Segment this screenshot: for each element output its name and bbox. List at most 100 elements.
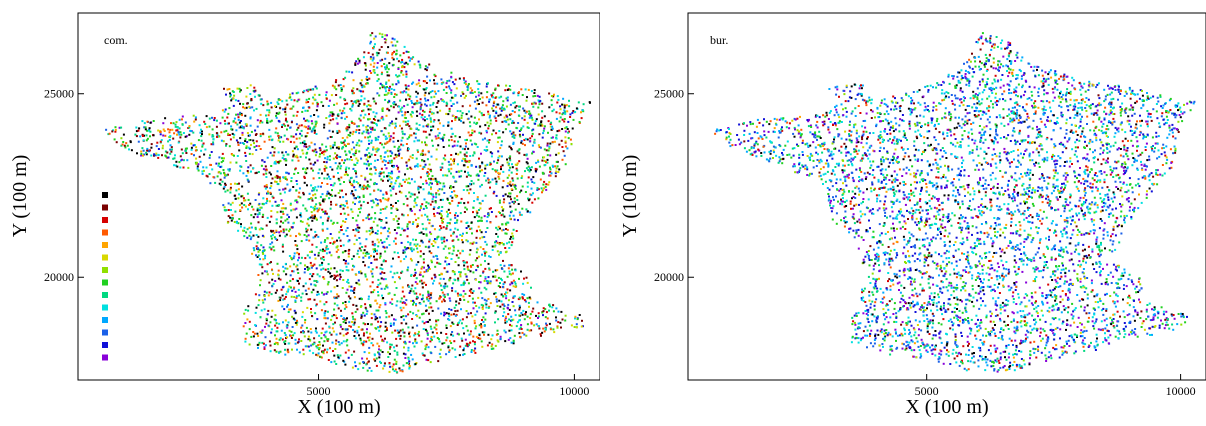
data-point	[396, 271, 399, 274]
data-point	[363, 102, 366, 105]
data-point	[357, 279, 360, 282]
data-point	[417, 333, 420, 336]
data-point	[468, 295, 471, 297]
data-point	[481, 345, 484, 348]
data-point	[225, 129, 228, 132]
data-point	[212, 141, 215, 144]
data-point	[428, 245, 431, 248]
data-point	[271, 285, 274, 288]
data-point	[384, 164, 387, 166]
data-point	[366, 124, 369, 127]
data-point	[491, 152, 494, 155]
data-point	[419, 176, 422, 179]
data-point	[437, 246, 440, 249]
data-point	[273, 249, 276, 252]
data-point	[284, 119, 287, 122]
data-point	[390, 265, 393, 268]
data-point	[389, 343, 392, 346]
data-point	[313, 125, 316, 128]
data-point	[402, 315, 405, 317]
data-point	[435, 137, 438, 140]
data-point	[407, 241, 410, 244]
data-point	[479, 281, 482, 284]
data-point	[372, 111, 375, 114]
data-point	[346, 158, 349, 161]
data-point	[239, 89, 242, 92]
data-point	[415, 314, 418, 316]
data-point	[229, 203, 232, 206]
data-point	[430, 336, 433, 338]
data-point	[331, 168, 334, 171]
data-point	[413, 193, 416, 196]
data-point	[344, 260, 347, 263]
data-point	[384, 34, 387, 37]
data-point	[399, 109, 402, 112]
data-point	[314, 284, 317, 287]
data-point	[425, 87, 428, 89]
data-point	[416, 282, 419, 285]
data-point	[467, 83, 470, 85]
data-point	[512, 318, 515, 321]
data-point	[501, 104, 504, 107]
data-point	[420, 152, 423, 155]
data-point	[296, 251, 299, 254]
data-point	[373, 189, 376, 192]
data-point	[402, 52, 405, 55]
data-point	[265, 186, 268, 189]
data-point	[507, 299, 510, 302]
data-point	[357, 57, 360, 60]
data-point	[275, 322, 278, 325]
data-point	[212, 138, 215, 141]
data-point	[339, 84, 342, 86]
data-point	[225, 144, 227, 147]
data-point	[276, 238, 279, 241]
data-point	[305, 209, 308, 212]
data-point	[352, 87, 355, 90]
data-point	[229, 183, 232, 186]
data-point	[487, 178, 490, 181]
data-point	[343, 107, 346, 110]
data-point	[379, 272, 382, 275]
data-point	[405, 87, 408, 90]
data-point	[287, 124, 290, 127]
data-point	[508, 308, 511, 311]
data-point	[551, 306, 554, 309]
data-point	[229, 161, 232, 164]
data-point	[416, 295, 419, 298]
data-point	[285, 293, 288, 296]
data-point	[252, 139, 255, 142]
data-point	[271, 195, 274, 198]
data-point	[507, 307, 509, 310]
data-point	[501, 229, 504, 232]
data-point	[258, 212, 261, 215]
data-point	[360, 272, 363, 275]
data-point	[418, 79, 421, 82]
data-point	[295, 154, 298, 157]
data-point	[555, 117, 558, 120]
data-point	[403, 105, 406, 108]
data-point	[443, 100, 445, 103]
data-point	[401, 369, 404, 372]
data-point	[455, 196, 458, 199]
data-point	[495, 240, 498, 243]
data-point	[382, 208, 385, 210]
data-point	[505, 315, 507, 318]
data-point	[218, 135, 221, 138]
data-point	[497, 318, 500, 321]
data-point	[449, 325, 452, 328]
data-point	[441, 300, 443, 303]
data-point	[510, 273, 513, 276]
data-point	[392, 185, 395, 188]
data-point	[320, 101, 323, 104]
data-point	[401, 213, 404, 216]
data-point	[452, 232, 455, 235]
data-point	[204, 148, 207, 151]
data-point	[384, 310, 387, 312]
data-point	[310, 197, 313, 199]
data-point	[471, 92, 474, 94]
data-point	[384, 337, 386, 340]
data-point	[465, 275, 468, 278]
data-point	[560, 139, 563, 142]
data-point	[325, 330, 328, 333]
data-point	[428, 306, 431, 309]
